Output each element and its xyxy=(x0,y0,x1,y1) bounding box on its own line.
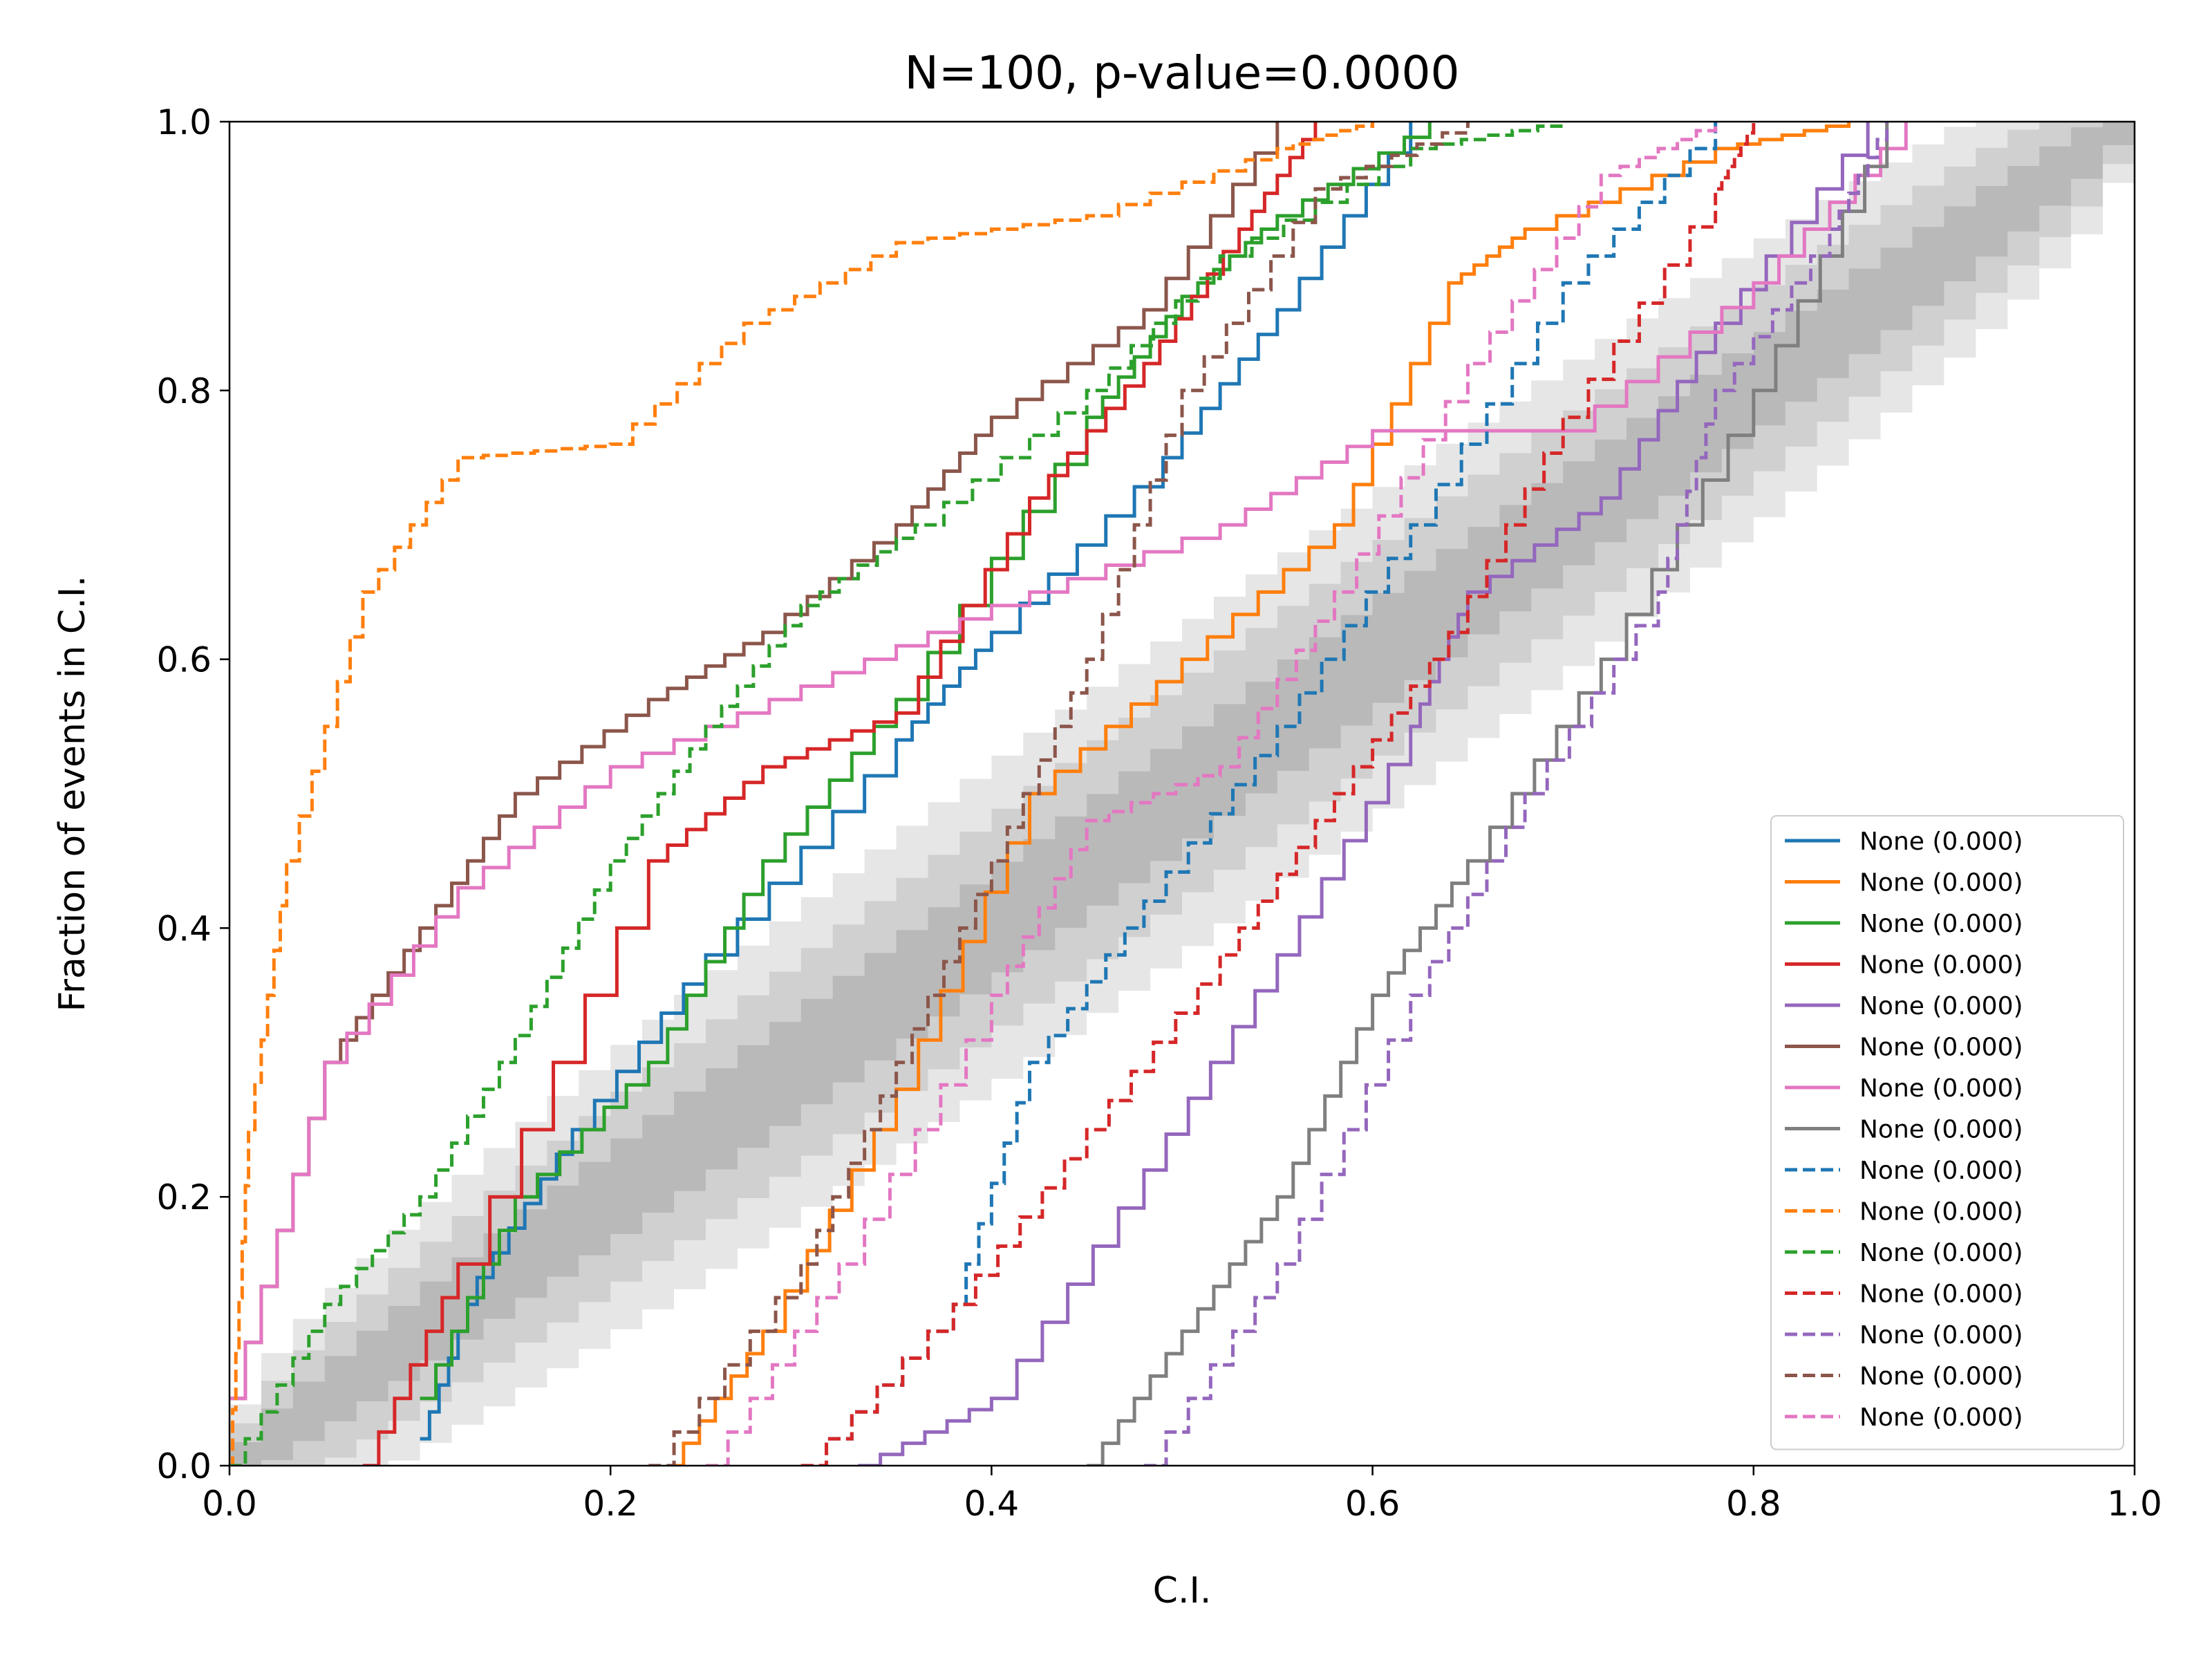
x-tick-label: 0.6 xyxy=(1345,1484,1400,1524)
series-line-3 xyxy=(420,122,1432,1401)
x-tick-label: 0.8 xyxy=(1726,1484,1781,1524)
series-line-5 xyxy=(858,122,1870,1466)
y-tick-label: 0.8 xyxy=(156,371,212,411)
legend-label: None (0.000) xyxy=(1859,1403,2023,1432)
plot-frame xyxy=(228,120,2136,1467)
legend-label: None (0.000) xyxy=(1859,1363,2023,1391)
y-axis-ticks: 0.0 0.2 0.4 0.6 0.8 1.0 xyxy=(156,102,229,1486)
series-line-11 xyxy=(229,122,1565,1466)
series-line-1 xyxy=(420,122,1413,1441)
series-lines xyxy=(229,122,1908,1466)
y-tick-label: 1.0 xyxy=(156,102,212,142)
confidence-bands xyxy=(229,122,2135,1466)
series-line-9 xyxy=(800,122,1718,1466)
legend-label: None (0.000) xyxy=(1859,1157,2023,1185)
series-line-7 xyxy=(229,122,1908,1401)
y-tick-label: 0.4 xyxy=(156,908,212,949)
y-tick-label: 0.0 xyxy=(156,1446,212,1486)
x-tick-label: 0.0 xyxy=(202,1484,257,1524)
legend-label: None (0.000) xyxy=(1859,869,2023,897)
legend-label: None (0.000) xyxy=(1859,1280,2023,1309)
series-line-10 xyxy=(229,122,1375,1466)
series-line-12 xyxy=(800,122,1756,1466)
series-line-15 xyxy=(706,122,1718,1466)
series-line-13 xyxy=(1143,122,1889,1466)
chart-title: N=100, p-value=0.0000 xyxy=(904,46,1459,100)
y-axis-label: Fraction of events in C.I. xyxy=(52,575,93,1011)
legend-label: None (0.000) xyxy=(1859,1116,2023,1144)
x-axis-label: C.I. xyxy=(1153,1570,1212,1612)
legend-label: None (0.000) xyxy=(1859,1239,2023,1267)
legend: None (0.000) None (0.000) None (0.000) None… xyxy=(1770,815,2124,1450)
series-line-8 xyxy=(1087,122,1889,1466)
legend-label: None (0.000) xyxy=(1859,951,2023,980)
legend-label: None (0.000) xyxy=(1859,1074,2023,1103)
legend-box xyxy=(1770,815,2124,1450)
x-tick-label: 1.0 xyxy=(2107,1484,2162,1524)
legend-label: None (0.000) xyxy=(1859,910,2023,938)
series-line-14 xyxy=(648,122,1470,1466)
y-tick-label: 0.2 xyxy=(156,1177,212,1217)
series-line-2 xyxy=(667,122,1851,1466)
legend-label: None (0.000) xyxy=(1859,1321,2023,1350)
series-line-4 xyxy=(362,122,1318,1466)
x-tick-label: 0.4 xyxy=(964,1484,1020,1524)
x-tick-label: 0.2 xyxy=(583,1484,638,1524)
legend-label: None (0.000) xyxy=(1859,1034,2023,1062)
legend-label: None (0.000) xyxy=(1859,1198,2023,1226)
y-tick-label: 0.6 xyxy=(156,640,212,680)
series-line-6 xyxy=(229,122,1280,1401)
confidence-band-inner xyxy=(229,122,2135,1466)
legend-label: None (0.000) xyxy=(1859,828,2023,856)
legend-label: None (0.000) xyxy=(1859,992,2023,1020)
x-axis-ticks: 0.0 0.2 0.4 0.6 0.8 1.0 xyxy=(202,1466,2162,1524)
